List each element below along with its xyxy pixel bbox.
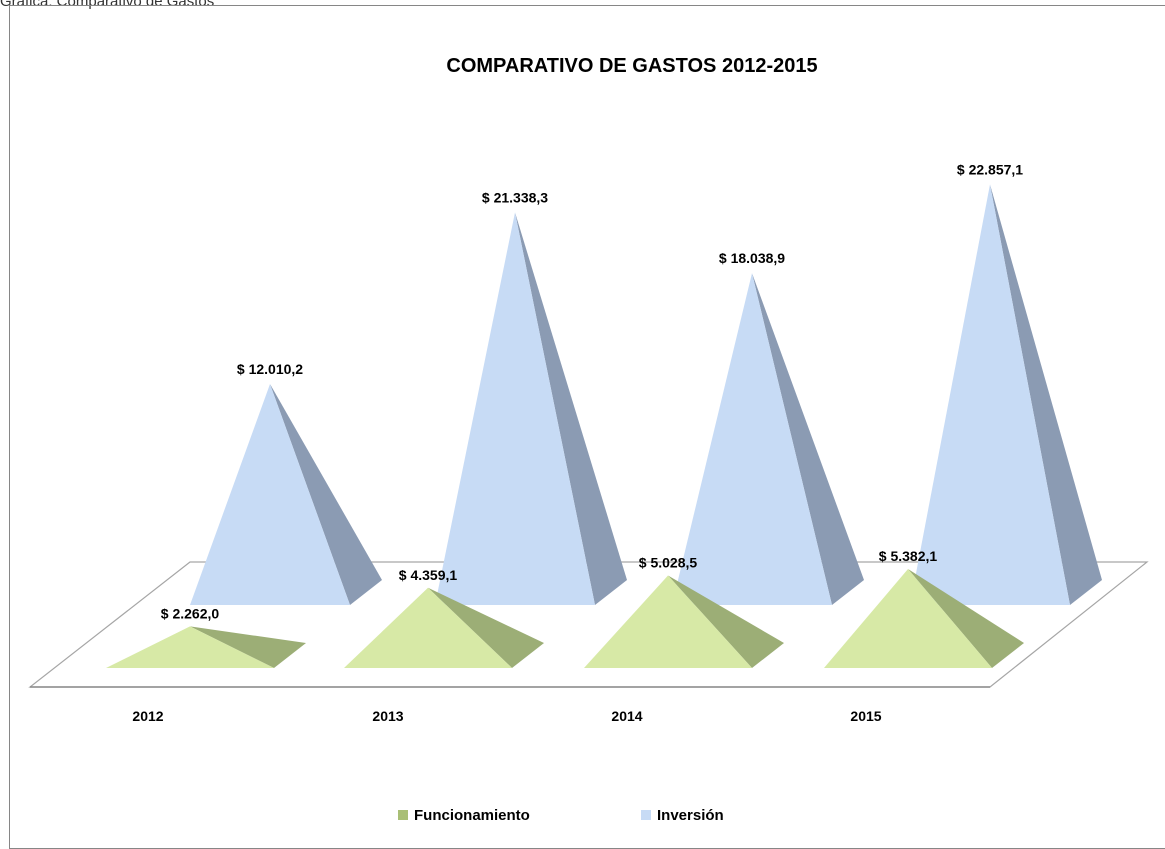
pyramid-side-face xyxy=(428,587,544,668)
data-label-inversion-2015: $ 22.857,1 xyxy=(957,161,1023,177)
pyramid-front-face xyxy=(824,568,992,668)
data-label-funcionamiento-2013: $ 4.359,1 xyxy=(399,567,458,583)
pyramid-inversion-2013 xyxy=(435,212,627,605)
data-label-inversion-2012: $ 12.010,2 xyxy=(237,361,303,377)
x-tick-label-2015: 2015 xyxy=(850,708,881,724)
pyramid-front-face xyxy=(910,184,1070,605)
pyramid-front-face xyxy=(435,212,595,605)
pyramid-front-face xyxy=(672,273,832,605)
data-label-funcionamiento-2014: $ 5.028,5 xyxy=(639,554,698,570)
pyramid-side-face xyxy=(515,212,627,605)
pyramid-side-face xyxy=(668,575,784,668)
pyramid-front-face xyxy=(584,575,752,668)
legend-swatch-inversion xyxy=(641,810,651,820)
x-tick-label-2013: 2013 xyxy=(372,708,403,724)
pyramid-front-face xyxy=(190,384,350,605)
pyramid-side-face xyxy=(752,273,864,605)
x-tick-label-2014: 2014 xyxy=(611,708,642,724)
pyramid-inversion-2014 xyxy=(672,273,864,605)
pyramid-front-face xyxy=(344,587,512,668)
chart-title: COMPARATIVO DE GASTOS 2012-2015 xyxy=(446,55,817,77)
pyramid-side-face xyxy=(190,626,306,668)
data-label-funcionamiento-2012: $ 2.262,0 xyxy=(161,605,220,621)
pyramid-inversion-2012 xyxy=(190,384,382,605)
data-label-inversion-2014: $ 18.038,9 xyxy=(719,250,785,266)
pyramid-inversion-2015 xyxy=(910,184,1102,605)
pyramid-side-face xyxy=(990,184,1102,605)
pyramid-funcionamiento-2012 xyxy=(106,626,306,668)
pyramid-funcionamiento-2015 xyxy=(824,568,1024,668)
x-tick-label-2012: 2012 xyxy=(132,708,163,724)
pyramid-front-face xyxy=(106,626,274,668)
data-label-funcionamiento-2015: $ 5.382,1 xyxy=(879,548,938,564)
legend-label-inversion: Inversión xyxy=(657,807,724,824)
data-label-inversion-2013: $ 21.338,3 xyxy=(482,189,548,205)
legend-swatch-funcionamiento xyxy=(398,810,408,820)
pyramid-funcionamiento-2014 xyxy=(584,575,784,668)
pyramid-side-face xyxy=(270,384,382,605)
pyramid-side-face xyxy=(908,568,1024,668)
pyramid-funcionamiento-2013 xyxy=(344,587,544,668)
legend-label-funcionamiento: Funcionamiento xyxy=(414,807,530,824)
